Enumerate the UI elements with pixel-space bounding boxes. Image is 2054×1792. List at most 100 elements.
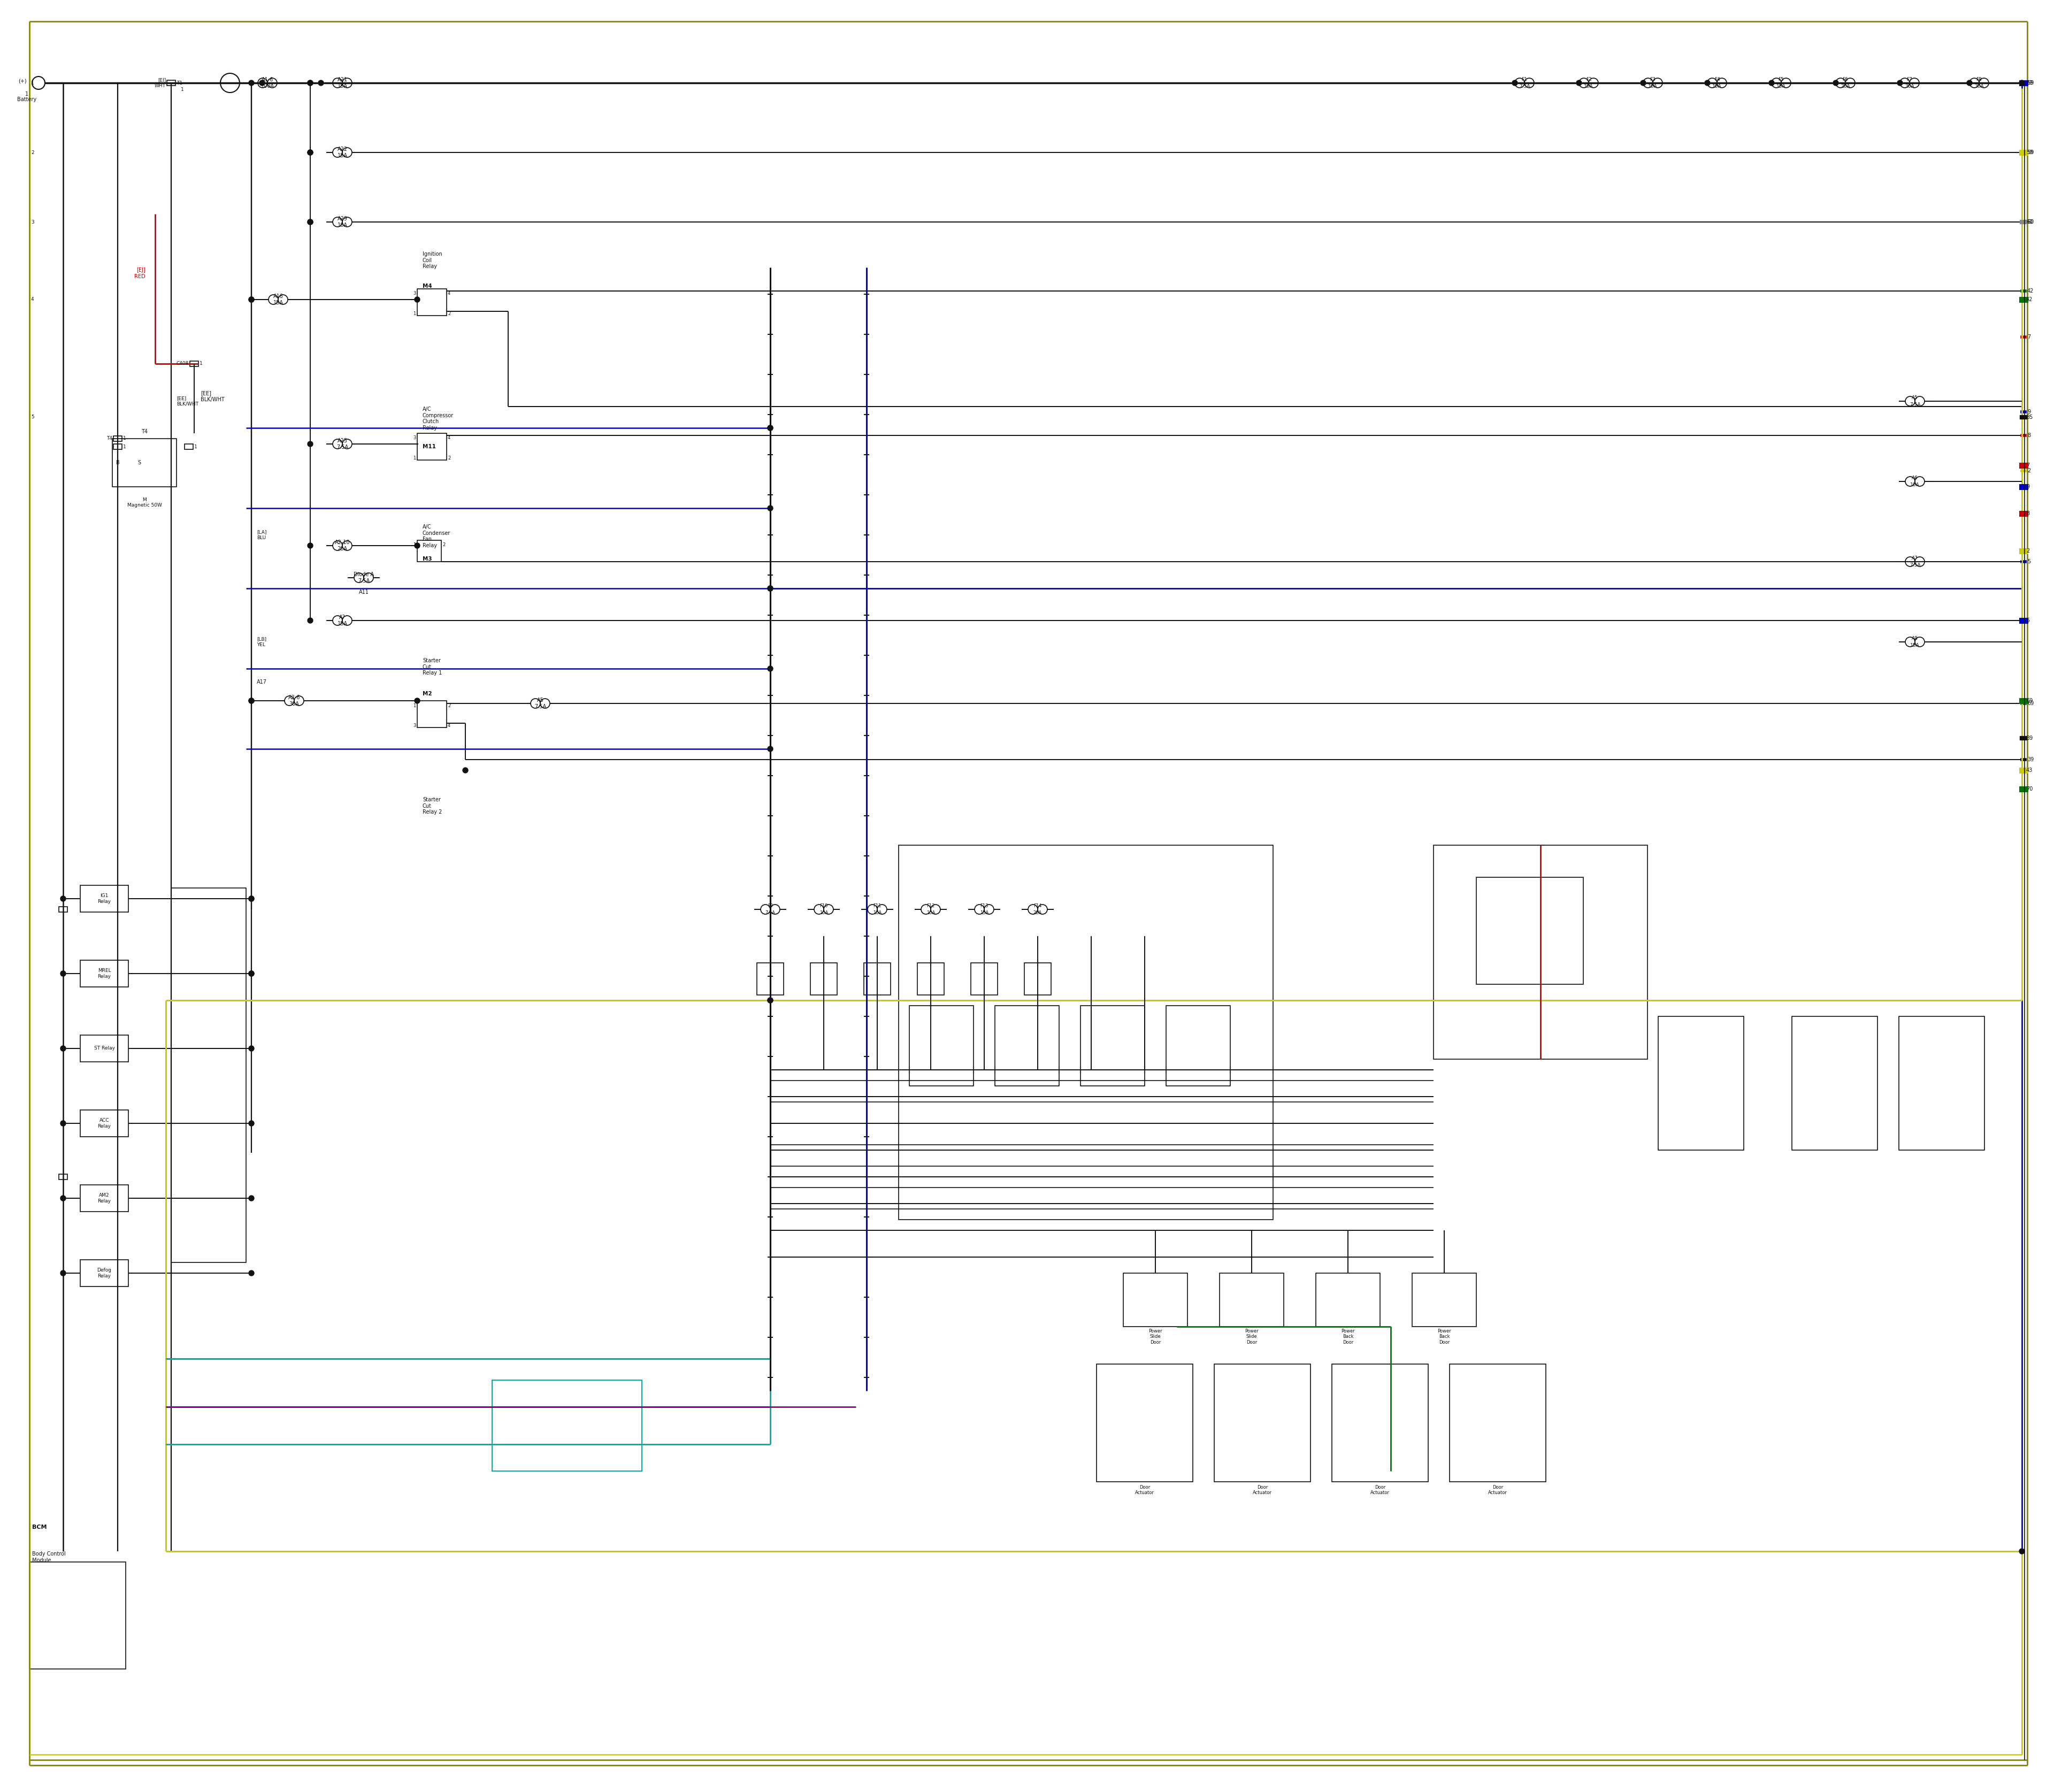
Text: 39: 39 bbox=[2027, 756, 2033, 762]
Text: A?: A? bbox=[339, 615, 345, 620]
Text: 43: 43 bbox=[2025, 767, 2033, 772]
Text: Power
Back
Door: Power Back Door bbox=[1438, 1328, 1450, 1344]
Text: 1: 1 bbox=[195, 444, 197, 450]
Text: Ignition
Coil
Relay: Ignition Coil Relay bbox=[423, 251, 442, 269]
Text: 10A: 10A bbox=[873, 910, 881, 916]
Text: Door
Actuator: Door Actuator bbox=[1136, 1486, 1154, 1495]
Text: 7.5A: 7.5A bbox=[357, 579, 370, 584]
Text: 2: 2 bbox=[442, 543, 446, 547]
Text: A1-6: A1-6 bbox=[261, 77, 273, 82]
Circle shape bbox=[249, 896, 255, 901]
Circle shape bbox=[249, 1120, 255, 1125]
Text: 1: 1 bbox=[199, 362, 203, 366]
Circle shape bbox=[249, 297, 255, 303]
Bar bbox=[1124, 1272, 1187, 1326]
Text: 10A: 10A bbox=[1713, 84, 1721, 90]
Text: 1: 1 bbox=[31, 81, 35, 86]
Bar bbox=[80, 1109, 127, 1136]
Circle shape bbox=[308, 151, 312, 156]
Circle shape bbox=[249, 971, 255, 977]
Text: F11: F11 bbox=[873, 903, 881, 909]
Text: IG1
Relay: IG1 Relay bbox=[99, 894, 111, 903]
Text: BCM: BCM bbox=[33, 1525, 47, 1530]
Text: [LB]
YEL: [LB] YEL bbox=[257, 636, 267, 647]
Text: F2: F2 bbox=[1586, 77, 1592, 82]
Text: 3: 3 bbox=[413, 435, 415, 441]
Text: 5: 5 bbox=[2025, 618, 2029, 624]
Circle shape bbox=[2019, 1548, 2025, 1554]
Text: M
Magnetic 50W: M Magnetic 50W bbox=[127, 498, 162, 507]
Text: A7: A7 bbox=[1912, 556, 1918, 561]
Bar bbox=[166, 81, 175, 86]
Text: 1: 1 bbox=[181, 88, 185, 91]
Text: 3: 3 bbox=[31, 220, 35, 224]
Text: 85: 85 bbox=[2025, 414, 2033, 419]
Bar bbox=[170, 889, 246, 1262]
Text: AM2
Relay: AM2 Relay bbox=[99, 1193, 111, 1204]
Bar bbox=[185, 444, 193, 450]
Text: A6: A6 bbox=[1912, 475, 1918, 480]
Text: A8: A8 bbox=[1912, 636, 1918, 642]
Text: M4: M4 bbox=[423, 283, 431, 289]
Text: F14: F14 bbox=[1033, 903, 1041, 909]
Text: Body Control
Module: Body Control Module bbox=[33, 1552, 66, 1563]
Bar bbox=[1898, 1016, 1984, 1150]
Text: 7.5A: 7.5A bbox=[1910, 563, 1920, 568]
Text: Starter
Cut
Relay 1: Starter Cut Relay 1 bbox=[423, 658, 442, 676]
Bar bbox=[417, 289, 446, 315]
Text: A25: A25 bbox=[337, 437, 347, 443]
Text: 4: 4 bbox=[31, 297, 35, 303]
Text: Power
Slide
Door: Power Slide Door bbox=[1148, 1328, 1163, 1344]
Text: F1: F1 bbox=[1522, 77, 1528, 82]
Circle shape bbox=[1898, 81, 1902, 86]
Bar bbox=[80, 1260, 127, 1287]
Circle shape bbox=[768, 425, 772, 430]
Text: Door
Actuator: Door Actuator bbox=[1253, 1486, 1271, 1495]
Circle shape bbox=[318, 81, 325, 86]
Text: Starter
Cut
Relay 2: Starter Cut Relay 2 bbox=[423, 797, 442, 815]
Text: 20A: 20A bbox=[337, 547, 347, 552]
Text: 8: 8 bbox=[2027, 432, 2031, 437]
Text: 100A: 100A bbox=[261, 84, 273, 90]
Text: 2: 2 bbox=[448, 704, 450, 708]
Text: 30A: 30A bbox=[1904, 84, 1914, 90]
Text: 9: 9 bbox=[2025, 484, 2029, 489]
Circle shape bbox=[249, 971, 255, 977]
Text: Defog
Relay: Defog Relay bbox=[97, 1269, 111, 1278]
Text: 15A: 15A bbox=[980, 910, 988, 916]
Text: [LA]
BLU: [LA] BLU bbox=[257, 530, 267, 539]
Circle shape bbox=[60, 1120, 66, 1125]
Text: 1: 1 bbox=[413, 704, 415, 708]
Text: 59: 59 bbox=[2025, 151, 2033, 156]
Text: A5: A5 bbox=[536, 697, 544, 702]
Text: 1: 1 bbox=[123, 435, 125, 441]
Text: 69: 69 bbox=[2027, 701, 2033, 706]
Text: 9: 9 bbox=[2027, 409, 2031, 414]
Text: F8: F8 bbox=[1976, 77, 1982, 82]
Text: Door
Actuator: Door Actuator bbox=[1370, 1486, 1391, 1495]
Text: 15A: 15A bbox=[1910, 643, 1920, 647]
Circle shape bbox=[249, 81, 255, 86]
Bar bbox=[1450, 1364, 1547, 1482]
Circle shape bbox=[60, 971, 66, 977]
Circle shape bbox=[768, 505, 772, 511]
Text: 1: 1 bbox=[25, 91, 29, 97]
Bar bbox=[811, 962, 838, 995]
Text: 42: 42 bbox=[2025, 297, 2033, 303]
Circle shape bbox=[308, 219, 312, 224]
Text: 7.5A: 7.5A bbox=[1910, 401, 1920, 407]
Text: C408: C408 bbox=[177, 362, 189, 366]
Bar bbox=[900, 846, 1273, 1220]
Bar bbox=[1220, 1272, 1284, 1326]
Text: A16: A16 bbox=[273, 294, 283, 299]
Circle shape bbox=[308, 219, 312, 224]
Bar bbox=[994, 1005, 1060, 1086]
Bar bbox=[29, 1563, 125, 1668]
Text: 4: 4 bbox=[448, 290, 450, 296]
Text: 15A: 15A bbox=[337, 84, 347, 90]
Text: A22: A22 bbox=[337, 147, 347, 152]
Text: B: B bbox=[115, 461, 119, 466]
Text: A/C
Compressor
Clutch
Relay: A/C Compressor Clutch Relay bbox=[423, 407, 454, 430]
Bar bbox=[1331, 1364, 1428, 1482]
Text: 20A: 20A bbox=[1840, 84, 1851, 90]
